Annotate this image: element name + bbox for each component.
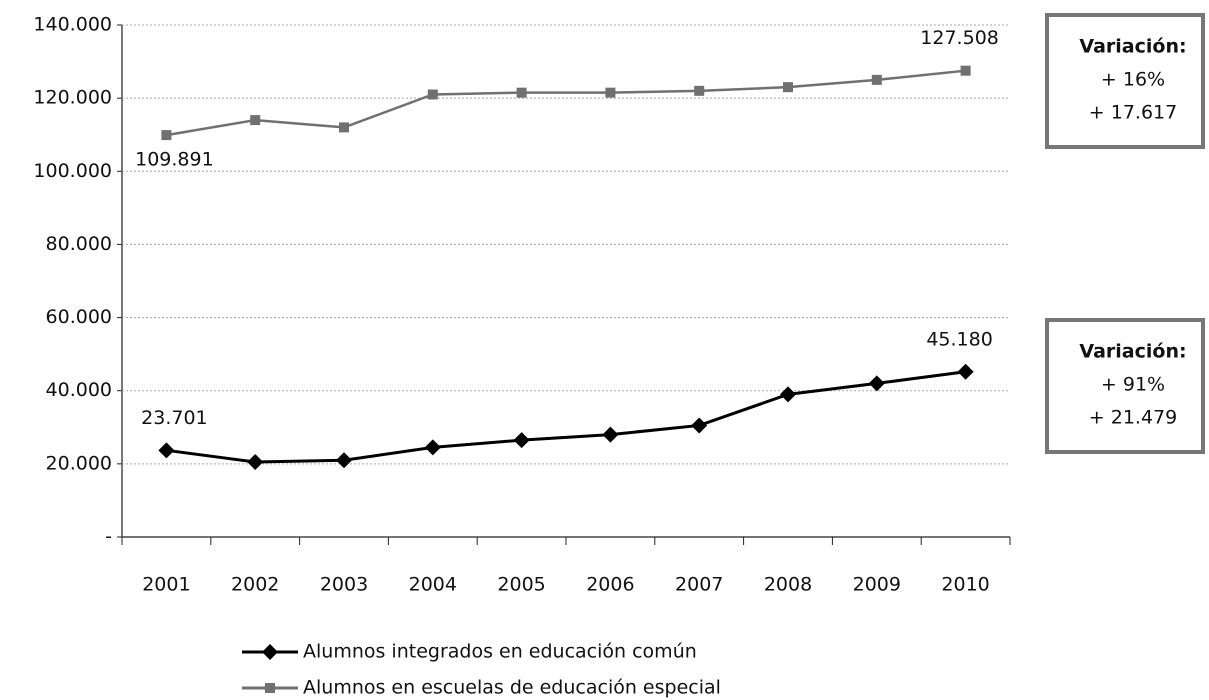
y-tick-label: 80.000 bbox=[46, 233, 112, 255]
y-tick-label: 20.000 bbox=[46, 452, 112, 474]
x-tick-label: 2004 bbox=[409, 574, 457, 596]
y-tick-label: - bbox=[105, 526, 112, 548]
y-tick-label: 60.000 bbox=[46, 306, 112, 328]
x-tick-label: 2003 bbox=[320, 574, 368, 596]
data-point bbox=[247, 454, 264, 471]
legend-label: Alumnos integrados en educación común bbox=[303, 641, 697, 663]
data-point bbox=[868, 375, 885, 392]
data-label: 45.180 bbox=[926, 328, 992, 350]
data-point bbox=[336, 452, 352, 469]
data-point bbox=[783, 82, 793, 93]
annotation-line: + 17.617 bbox=[1089, 102, 1177, 124]
x-tick-label: 2002 bbox=[231, 574, 279, 596]
data-point bbox=[427, 89, 438, 100]
data-point bbox=[871, 74, 882, 85]
x-tick-label: 2009 bbox=[853, 574, 901, 596]
x-tick-label: 2008 bbox=[764, 574, 812, 596]
annotation-line: + 91% bbox=[1101, 374, 1165, 396]
y-tick-label: 40.000 bbox=[46, 379, 112, 401]
y-tick-label: 120.000 bbox=[33, 87, 112, 109]
series-line bbox=[166, 370, 966, 464]
data-label: 127.508 bbox=[920, 27, 999, 49]
data-point bbox=[158, 442, 175, 459]
x-tick-label: 2005 bbox=[497, 574, 545, 596]
legend-label: Alumnos en escuelas de educación especia… bbox=[303, 677, 721, 699]
data-point bbox=[960, 65, 971, 76]
data-point bbox=[780, 386, 796, 403]
annotation-box bbox=[1045, 318, 1205, 454]
x-tick-label: 2006 bbox=[586, 574, 634, 596]
data-point bbox=[957, 363, 974, 380]
y-tick-label: 100.000 bbox=[33, 160, 112, 182]
data-label: 23.701 bbox=[141, 407, 207, 429]
data-point bbox=[694, 85, 705, 96]
legend-marker bbox=[265, 683, 275, 693]
x-tick-label: 2007 bbox=[675, 574, 723, 596]
legend-marker bbox=[262, 644, 278, 660]
data-point bbox=[161, 130, 172, 141]
y-tick-label: 140.000 bbox=[33, 14, 112, 36]
annotation-line: + 16% bbox=[1101, 69, 1165, 91]
data-point bbox=[516, 87, 527, 98]
data-point bbox=[250, 115, 261, 126]
annotation-line: + 21.479 bbox=[1089, 407, 1177, 429]
data-point bbox=[424, 439, 441, 456]
data-point bbox=[602, 426, 619, 443]
data-point bbox=[691, 417, 708, 434]
annotation-box bbox=[1045, 13, 1205, 149]
data-point bbox=[605, 87, 616, 98]
annotation-title: Variación: bbox=[1079, 341, 1186, 363]
series-line bbox=[166, 69, 966, 137]
data-point bbox=[339, 122, 349, 133]
data-label: 109.891 bbox=[135, 149, 214, 171]
x-tick-label: 2001 bbox=[142, 574, 190, 596]
x-tick-label: 2010 bbox=[941, 574, 989, 596]
annotation-title: Variación: bbox=[1079, 36, 1186, 58]
data-point bbox=[513, 432, 530, 449]
